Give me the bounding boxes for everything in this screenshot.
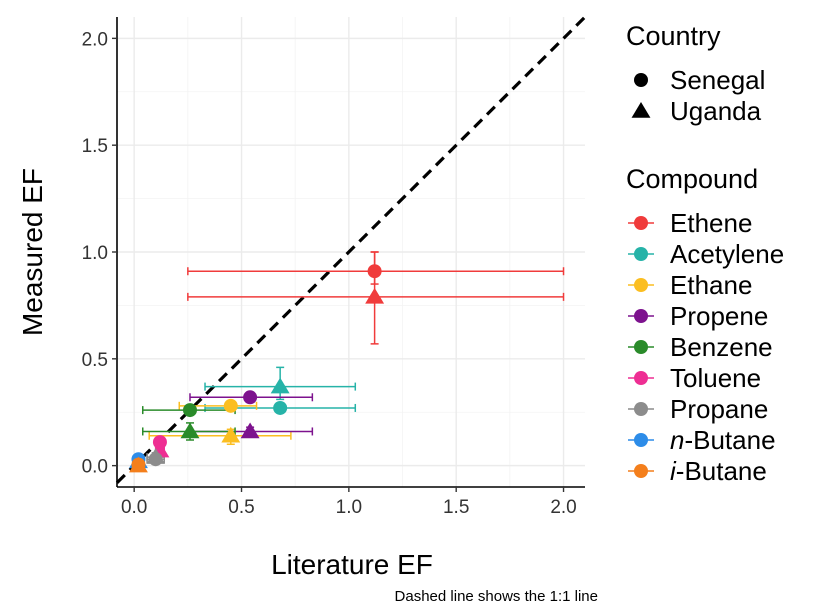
legend-color-icon [634, 247, 648, 261]
legend-country-label: Senegal [670, 65, 765, 95]
legend-color-icon [634, 216, 648, 230]
legend-compound-label: n-Butane [670, 425, 776, 455]
legend-compound-label: Ethane [670, 270, 752, 300]
uganda-triangle-point [180, 422, 200, 439]
y-tick-label: 0.5 [82, 350, 108, 371]
legend-color-icon [634, 433, 648, 447]
compound-legend-title: Compound [626, 164, 758, 194]
data-points [129, 264, 385, 473]
legend-circle-icon [634, 73, 648, 87]
legend-triangle-icon [631, 102, 651, 118]
tick-labels: 0.0 0.5 1.0 1.5 2.0 0.0 0.5 1.0 1.5 2.0 [82, 29, 577, 518]
legend-compound-label: Toluene [670, 363, 761, 393]
senegal-circle-point [223, 398, 238, 413]
uganda-triangle-point [365, 287, 385, 304]
legend-compound-label: Benzene [670, 332, 773, 362]
caption: Dashed line shows the 1:1 line [395, 588, 598, 605]
x-tick-label: 0.0 [121, 497, 147, 518]
uganda-triangle-point [240, 422, 260, 439]
legend-country-label: Uganda [670, 96, 762, 126]
country-legend-title: Country [626, 21, 721, 51]
senegal-circle-point [182, 403, 197, 418]
uganda-triangle-point [221, 426, 241, 443]
x-tick-label: 2.0 [550, 497, 576, 518]
axes [112, 17, 585, 492]
legend-color-icon [634, 309, 648, 323]
senegal-circle-point [243, 390, 258, 405]
x-tick-label: 1.0 [336, 497, 362, 518]
x-axis-title: Literature EF [271, 549, 433, 580]
y-tick-label: 0.0 [82, 457, 108, 478]
legend-compound-label: i-Butane [670, 456, 767, 486]
y-tick-label: 1.5 [82, 136, 108, 157]
legend-color-icon [634, 278, 648, 292]
legend-color-icon [634, 402, 648, 416]
y-axis-title: Measured EF [17, 168, 48, 336]
uganda-triangle-point [270, 377, 290, 394]
y-tick-label: 1.0 [82, 243, 108, 264]
senegal-circle-point [367, 264, 382, 279]
legend-compound-label: Propane [670, 394, 768, 424]
x-tick-label: 0.5 [228, 497, 254, 518]
legend-color-icon [634, 464, 648, 478]
legend-color-icon [634, 371, 648, 385]
senegal-circle-point [273, 400, 288, 415]
y-tick-label: 2.0 [82, 29, 108, 50]
legend-compound-label: Acetylene [670, 239, 784, 269]
uganda-triangle-point [146, 448, 166, 464]
legend-color-icon [634, 340, 648, 354]
uganda-triangle-point [129, 456, 148, 473]
x-tick-label: 1.5 [443, 497, 469, 518]
legend-compound-label: Propene [670, 301, 768, 331]
legend-compound-label: Ethene [670, 208, 752, 238]
